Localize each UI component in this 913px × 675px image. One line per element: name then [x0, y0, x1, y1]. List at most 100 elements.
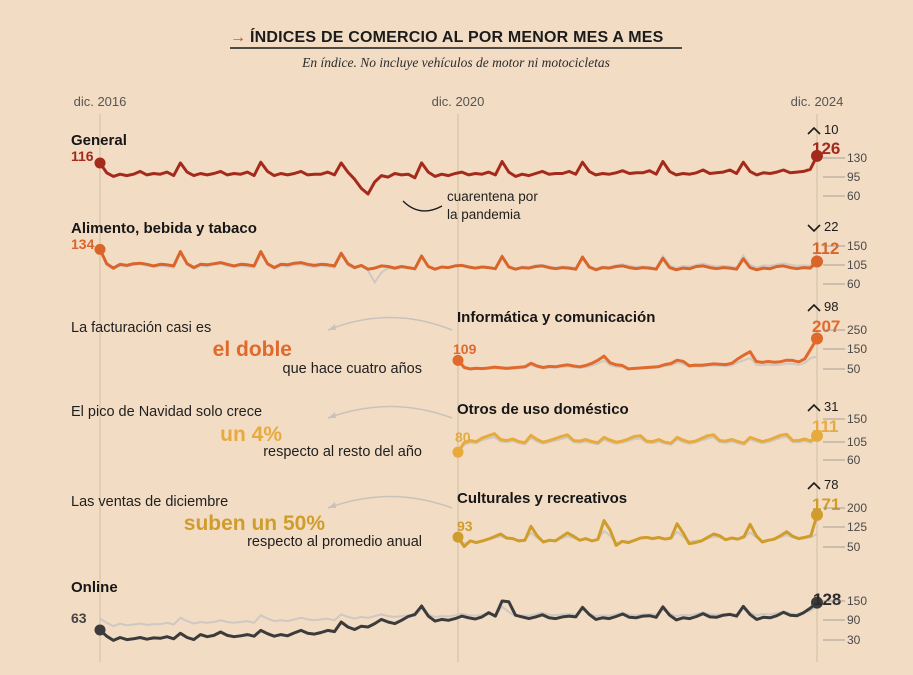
- start-value-label: 93: [457, 518, 473, 534]
- panel-label-alimento: Alimento, bebida y tabaco: [71, 220, 257, 237]
- note-line: Las ventas de diciembre: [71, 494, 228, 510]
- end-point-marker: [811, 149, 823, 162]
- note-highlight: un 4%: [220, 423, 282, 446]
- note-connector: [327, 405, 453, 419]
- panel-1: 116 126 10 130 95 60: [71, 122, 867, 203]
- end-point-marker: [811, 596, 823, 609]
- pandemic-annotation: cuarentena por la pandemia: [402, 189, 538, 222]
- series-line-2: [98, 247, 819, 272]
- note-informatica: La facturación casi es el doble que hace…: [71, 316, 453, 377]
- start-value-label: 109: [453, 341, 477, 357]
- start-value-label: 63: [71, 610, 87, 626]
- start-point-marker: [452, 531, 464, 543]
- note-highlight: suben un 50%: [184, 512, 326, 535]
- panel-label-domestico: Otros de uso doméstico: [457, 401, 629, 418]
- series-line-1: [98, 154, 819, 196]
- panel-label-online: Online: [71, 579, 118, 596]
- annotation-connector: [402, 200, 443, 212]
- end-value-label: 171: [812, 495, 840, 514]
- note-connector-arrowhead: [328, 324, 336, 330]
- chevron-up-icon: [807, 403, 821, 412]
- end-value-label: 207: [812, 317, 840, 336]
- start-value-label: 116: [71, 148, 94, 164]
- series-line-4: [456, 432, 819, 454]
- start-point-marker: [452, 446, 464, 458]
- tick-label: 60: [847, 453, 861, 467]
- reference-series-line: [457, 435, 818, 453]
- date-label-2020: dic. 2020: [432, 94, 485, 109]
- change-value-label: 31: [824, 399, 838, 414]
- tick-label: 60: [847, 189, 861, 203]
- chevron-down-icon: [807, 224, 821, 233]
- tick-label: 105: [847, 258, 867, 272]
- end-value-label: 111: [812, 417, 839, 436]
- series-line-5: [456, 513, 819, 549]
- start-point-marker: [94, 243, 106, 255]
- panel-4: 80 111 31 150 105 60: [452, 399, 867, 467]
- start-value-label: 134: [71, 236, 95, 252]
- note-domestico: El pico de Navidad solo crece un 4% resp…: [71, 404, 453, 460]
- start-point-marker: [94, 624, 106, 636]
- end-point-marker: [811, 332, 823, 345]
- panel-label-general: General: [71, 132, 127, 149]
- note-connector: [327, 316, 453, 331]
- panel-5: 93 171 78 200 125 50: [452, 477, 867, 554]
- tick-label: 125: [847, 520, 867, 534]
- tick-label: 50: [847, 362, 861, 376]
- tick-label: 30: [847, 633, 861, 647]
- panel-3: 109 207 98 250 150 50: [452, 299, 867, 376]
- note-line: El pico de Navidad solo crece: [71, 404, 262, 420]
- tick-label: 200: [847, 501, 867, 515]
- note-connector: [327, 495, 453, 509]
- panel-label-culturales: Culturales y recreativos: [457, 490, 627, 507]
- start-point-marker: [452, 354, 464, 366]
- note-line: respecto al resto del año: [263, 444, 422, 460]
- end-value-label: 126: [812, 139, 840, 158]
- reference-series-line: [99, 605, 818, 628]
- start-value-label: 80: [455, 429, 471, 445]
- date-label-2024: dic. 2024: [791, 94, 844, 109]
- tick-label: 50: [847, 540, 861, 554]
- change-value-label: 10: [824, 122, 838, 137]
- tick-label: 150: [847, 412, 867, 426]
- panel-6: 63 128 150 90 30: [71, 590, 867, 647]
- series-layer: 116 126 10 130 95 60 134 112 22 150 105 60 109 207 98 2…: [71, 122, 867, 647]
- end-point-marker: [811, 508, 823, 521]
- tick-label: 150: [847, 239, 867, 253]
- chevron-up-icon: [807, 481, 821, 490]
- annotation-line: la pandemia: [447, 207, 521, 222]
- tick-label: 250: [847, 323, 867, 337]
- start-point-marker: [94, 157, 106, 169]
- tick-label: 130: [847, 151, 867, 165]
- panel-label-informatica: Informática y comunicación: [457, 309, 655, 326]
- chevron-up-icon: [807, 303, 821, 312]
- series-line-3: [456, 337, 819, 371]
- chart-subtitle: En índice. No incluye vehículos de motor…: [301, 55, 610, 70]
- note-connector-arrowhead: [328, 412, 336, 418]
- chevron-up-icon: [807, 126, 821, 135]
- note-culturales: Las ventas de diciembre suben un 50% res…: [71, 494, 453, 550]
- end-point-marker: [811, 255, 823, 268]
- end-value-label: 128: [813, 590, 841, 609]
- tick-label: 60: [847, 277, 861, 291]
- chart-title: ÍNDICES DE COMERCIO AL POR MENOR MES A M…: [250, 27, 664, 46]
- note-line: que hace cuatro años: [283, 361, 422, 377]
- date-label-2016: dic. 2016: [74, 94, 127, 109]
- panel-2: 134 112 22 150 105 60: [71, 219, 867, 291]
- series-line-6: [98, 599, 819, 642]
- note-line: respecto al promedio anual: [247, 534, 422, 550]
- title-arrow: →: [230, 29, 246, 46]
- annotation-line: cuarentena por: [447, 189, 538, 204]
- end-point-marker: [811, 429, 823, 442]
- change-value-label: 22: [824, 219, 838, 234]
- end-value-label: 112: [812, 239, 839, 258]
- tick-label: 150: [847, 342, 867, 356]
- note-highlight: el doble: [213, 338, 292, 361]
- tick-label: 105: [847, 435, 867, 449]
- tick-label: 95: [847, 170, 861, 184]
- change-value-label: 98: [824, 299, 838, 314]
- note-connector-arrowhead: [328, 502, 336, 508]
- tick-label: 90: [847, 613, 861, 627]
- tick-label: 150: [847, 594, 867, 608]
